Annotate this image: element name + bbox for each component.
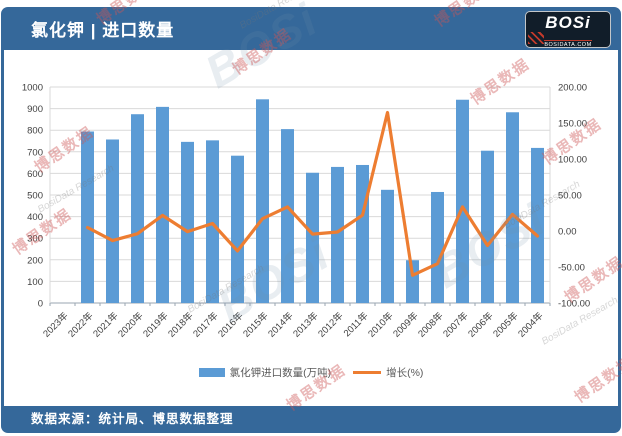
logo-stripes-icon xyxy=(528,32,544,44)
svg-text:2020年: 2020年 xyxy=(115,309,146,340)
svg-text:2009年: 2009年 xyxy=(390,309,421,340)
svg-text:0.00: 0.00 xyxy=(558,227,577,238)
svg-text:500: 500 xyxy=(27,191,43,202)
svg-text:2023年: 2023年 xyxy=(40,309,71,340)
bar-2005年 xyxy=(506,112,519,303)
bar-2012年 xyxy=(331,166,344,303)
svg-text:200: 200 xyxy=(27,255,43,266)
bar-2019年 xyxy=(156,106,169,303)
legend-item-growth: 增长(%) xyxy=(353,365,423,380)
svg-text:100.00: 100.00 xyxy=(558,155,587,166)
svg-text:2007年: 2007年 xyxy=(440,309,471,340)
svg-text:100: 100 xyxy=(27,277,43,288)
svg-text:2004年: 2004年 xyxy=(515,309,546,340)
bosi-logo: BOSi BOSIDATA.COM xyxy=(525,11,611,48)
bar-2016年 xyxy=(231,155,244,303)
svg-text:900: 900 xyxy=(27,104,43,115)
svg-text:0: 0 xyxy=(38,299,43,310)
header-bar: 氯化钾 | 进口数量 BOSi BOSIDATA.COM xyxy=(1,7,621,50)
svg-text:2006年: 2006年 xyxy=(465,309,496,340)
svg-text:-100.00: -100.00 xyxy=(558,299,590,310)
bar-2015年 xyxy=(256,99,269,303)
svg-text:2012年: 2012年 xyxy=(315,309,346,340)
page-title: 氯化钾 | 进口数量 xyxy=(31,21,175,40)
logo-text: BOSi xyxy=(545,13,591,32)
svg-text:2014年: 2014年 xyxy=(265,309,296,340)
bar-2004年 xyxy=(531,147,544,303)
legend-label-growth: 增长(%) xyxy=(386,366,424,379)
legend-item-imports: 氯化钾进口数量(万吨) xyxy=(198,365,332,380)
chart-legend: 氯化钾进口数量(万吨) 增长(%) xyxy=(0,364,622,380)
bar-2008年 xyxy=(431,191,444,303)
legend-line-swatch-icon xyxy=(353,370,382,374)
svg-text:-50.00: -50.00 xyxy=(558,263,585,274)
svg-text:2019年: 2019年 xyxy=(140,309,171,340)
data-source: 数据来源：统计局、博思数据整理 xyxy=(31,412,234,426)
chart-svg: 0 100 200 300 400 500 600 700 800 900 1000 -100.00 -… xyxy=(22,83,590,340)
legend-bar-swatch-icon xyxy=(198,367,225,377)
bar-2010年 xyxy=(381,189,394,303)
bar-2022年 xyxy=(81,131,94,303)
bar-2020年 xyxy=(131,114,144,303)
svg-text:400: 400 xyxy=(27,212,43,223)
svg-text:300: 300 xyxy=(27,234,43,245)
svg-text:50.00: 50.00 xyxy=(558,191,582,202)
bar-2017年 xyxy=(206,140,219,303)
bar-2006年 xyxy=(481,150,494,303)
svg-text:200.00: 200.00 xyxy=(558,83,587,94)
svg-text:1000: 1000 xyxy=(22,83,43,94)
svg-text:2008年: 2008年 xyxy=(415,309,446,340)
footer-bar: 数据来源：统计局、博思数据整理 xyxy=(1,406,621,433)
svg-text:2022年: 2022年 xyxy=(65,309,96,340)
svg-text:150.00: 150.00 xyxy=(558,119,587,130)
svg-text:600: 600 xyxy=(27,169,43,180)
logo-subtext: BOSIDATA.COM xyxy=(544,40,592,48)
svg-text:2010年: 2010年 xyxy=(365,309,396,340)
svg-text:2021年: 2021年 xyxy=(90,309,121,340)
bar-2014年 xyxy=(281,129,294,303)
svg-text:2016年: 2016年 xyxy=(215,309,246,340)
bar-2009年 xyxy=(406,260,419,303)
bar-2013年 xyxy=(306,172,319,303)
svg-text:2011年: 2011年 xyxy=(341,309,371,339)
svg-text:2017年: 2017年 xyxy=(190,309,221,340)
svg-text:2015年: 2015年 xyxy=(240,309,271,340)
bar-2011年 xyxy=(356,164,369,303)
svg-text:700: 700 xyxy=(27,147,43,158)
svg-text:2013年: 2013年 xyxy=(290,309,321,340)
svg-text:2018年: 2018年 xyxy=(165,309,196,340)
svg-text:2005年: 2005年 xyxy=(490,309,521,340)
svg-text:800: 800 xyxy=(27,126,43,137)
bar-2018年 xyxy=(181,141,194,303)
bar-2007年 xyxy=(456,99,469,303)
legend-label-imports: 氯化钾进口数量(万吨) xyxy=(229,366,332,379)
bar-2021年 xyxy=(106,139,119,303)
